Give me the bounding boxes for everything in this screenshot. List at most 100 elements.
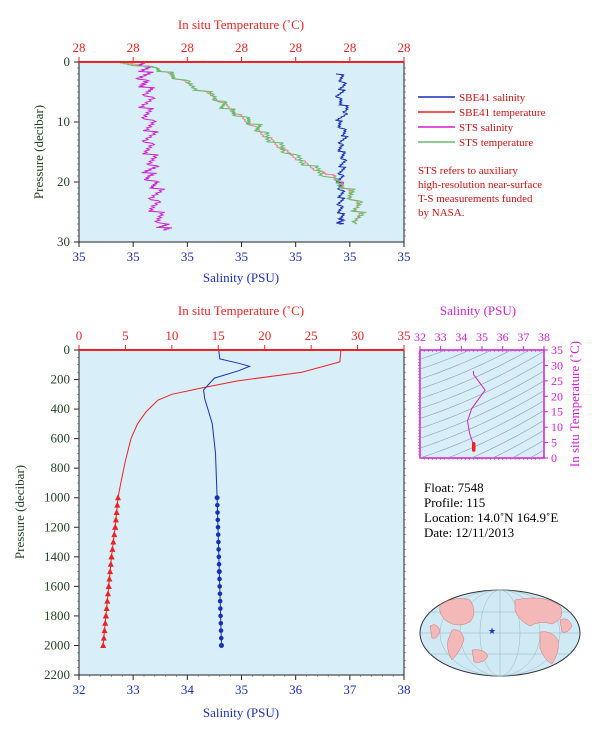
ts-temperature-tick-label: 15 [551,405,563,419]
density-contour [420,370,544,429]
temperature-sample-point [112,516,119,523]
top-temperature-tick-label: 28 [181,40,194,55]
main-pressure-tick-label: 600 [51,431,71,446]
temperature-sample-point [105,590,112,597]
top-salinity-axis-title: Salinity (PSU) [203,270,279,285]
top-series-line [130,61,173,231]
temperature-sample-point [104,597,111,604]
top-pressure-tick-label: 10 [57,114,70,129]
top-plot-content [102,61,367,231]
main-plot-area [78,349,405,676]
density-contour [420,350,471,370]
main-salinity-tick-label: 38 [398,682,411,697]
main-pressure-ticks: 0 200 400 600 800 1000 1200 1400 1600 1800 2000 220… [44,342,406,682]
legend-label: SBE41 temperature [459,107,546,119]
salinity-sample-point [218,606,223,611]
main-pressure-tick-label: 1600 [44,578,70,593]
temperature-sample-point [107,568,114,575]
temperature-sample-point [101,627,108,634]
sts-note-line: STS refers to auxiliary [418,165,518,177]
main-pressure-tick-label: 0 [64,342,71,357]
temperature-sample-point [106,575,113,582]
main-salinity-tick-label: 35 [235,682,248,697]
ts-temperature-tick-label: 30 [551,358,563,372]
main-temperature-axis-title: In situ Temperature (˚C) [178,303,304,318]
density-contour [420,350,512,390]
float-id: Float: 7548 [424,480,484,495]
main-salinity-tick-label: 33 [127,682,140,697]
top-salinity-tick-label: 35 [235,249,248,264]
salinity-sample-point [215,502,220,508]
main-salinity-tick-label: 36 [289,682,303,697]
main-pressure-axis-title: Pressure (decibar) [12,465,27,559]
temperature-sample-point [108,553,115,560]
top-salinity-tick-label: 35 [289,249,302,264]
top-temperature-ticks: 28 28 28 28 28 28 28 [73,40,411,62]
ts-plot-content [420,350,544,458]
top-pressure-tick-label: 20 [57,174,70,189]
ts-salinity-tick-label: 37 [517,330,529,344]
main-temperature-ticks: 0 5 10 15 20 25 30 35 [76,328,411,350]
density-contour [420,390,544,449]
temperature-sample-point [107,560,114,567]
world-map: ★ [419,589,581,677]
top-pressure-tick-label: 0 [64,54,71,69]
main-panel: In situ Temperature (˚C) 0 5 10 15 20 25 30 35 … [12,303,411,720]
salinity-sample-point [214,495,220,501]
salinity-sample-point [216,554,222,560]
top-pressure-tick-label: 30 [57,234,70,249]
top-panel: In situ Temperature (˚C) 28 28 28 28 28 28 28 … [31,17,411,285]
salinity-sample-point [215,510,220,515]
temperature-sample-point [114,501,121,508]
legend-label: STS salinity [459,122,514,134]
top-temperature-tick-label: 28 [398,40,411,55]
top-temperature-axis-title: In situ Temperature (˚C) [178,17,304,32]
density-contour [446,410,544,458]
sts-note-line: by NASA. [418,207,465,219]
temperature-sample-point [115,494,121,501]
salinity-sample-point [216,569,222,574]
salinity-sample-point [216,539,221,545]
legend: SBE41 salinity SBE41 temperature STS salin… [418,92,546,219]
ts-salinity-tick-label: 32 [414,330,426,344]
ts-salinity-tick-label: 38 [538,330,550,344]
top-temperature-tick-label: 28 [289,40,302,55]
ts-salinity-ticks: 32 33 34 35 36 37 38 [414,330,550,350]
main-temperature-tick-label: 30 [351,328,364,343]
temperature-sample-point [102,612,109,619]
salinity-sample-point [218,628,224,633]
main-pressure-tick-label: 200 [51,372,71,387]
salinity-sample-point [217,591,223,597]
ts-temperature-tick-label: 0 [551,451,557,465]
ts-salinity-tick-label: 35 [476,330,488,344]
top-salinity-tick-label: 35 [398,249,411,264]
density-contour [420,350,530,400]
density-contour [420,380,544,439]
main-salinity-tick-label: 34 [181,682,195,697]
top-pressure-axis-title: Pressure (decibar) [31,105,46,199]
main-temperature-tick-label: 20 [258,328,271,343]
legend-label: STS temperature [459,137,533,149]
main-pressure-tick-label: 2200 [44,667,70,682]
temperature-sample-point [100,634,107,641]
temperature-sample-point [105,582,112,589]
main-salinity-ticks: 32 33 34 35 36 37 38 [73,675,411,697]
top-series-line [334,73,350,225]
main-pressure-tick-label: 2000 [44,637,70,652]
top-salinity-tick-label: 35 [73,249,86,264]
salinity-sample-point [215,524,221,530]
ts-salinity-tick-label: 33 [435,330,447,344]
legend-label: SBE41 salinity [459,92,526,104]
main-pressure-tick-label: 1800 [44,608,70,623]
ts-density-contours [420,350,544,458]
sts-note-line: T-S measurements funded [418,193,533,205]
top-salinity-tick-label: 35 [127,249,140,264]
ts-temperature-tick-label: 20 [551,389,563,403]
salinity-sample-point [218,642,224,648]
sts-note-line: high-resolution near-surface [418,179,542,191]
density-contour [420,350,544,409]
main-pressure-tick-label: 400 [51,401,71,416]
salinity-sample-point [217,576,222,582]
